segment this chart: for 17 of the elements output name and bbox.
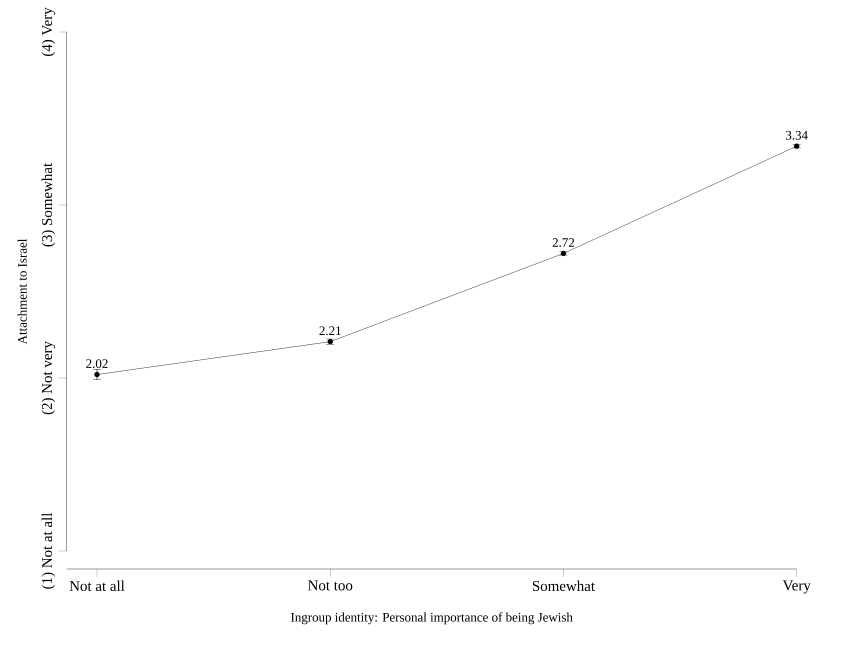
y-tick-label: (3) Somewhat [42,162,56,246]
point [560,250,566,256]
point [94,372,100,378]
x-tick-label: Not too [308,580,352,590]
y-axis-title: Attachment to Israel [18,238,27,344]
y-tick-label: (2) Not very [42,341,56,414]
data-label: 2.02 [86,359,108,368]
data-label: 2.72 [552,238,574,247]
data-label: 3.34 [786,130,808,140]
y-tick-label: (1) Not at all [42,512,56,589]
x-tick-label: Somewhat [532,580,595,592]
x-tick-label: Not at all [70,580,125,592]
data-label: 2.21 [319,326,341,336]
y-tick-label: (4) Very [42,7,56,56]
point [794,143,800,149]
x-tick-label: Very [782,580,811,594]
x-axis-title: Ingroup identity: Personal importance of being Jewish [290,612,573,624]
